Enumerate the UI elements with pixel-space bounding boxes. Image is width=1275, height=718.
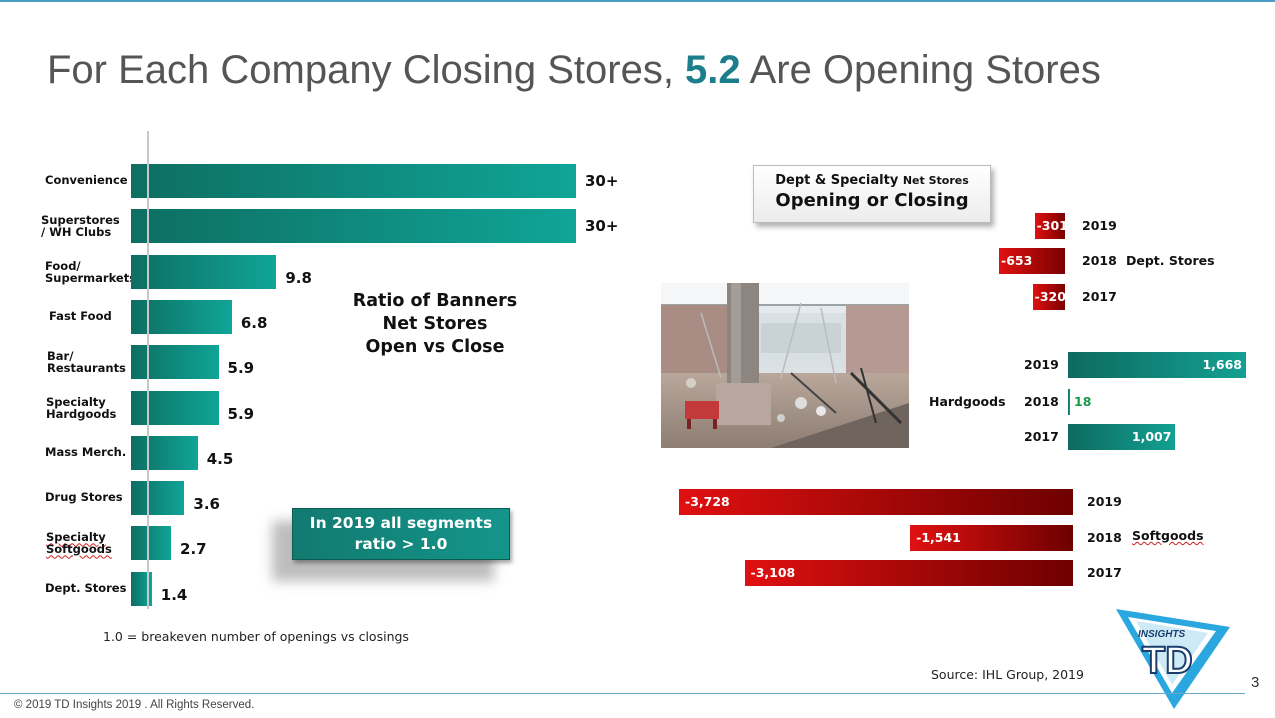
bar-value-label: -301 <box>1036 218 1068 233</box>
box-title-main: Dept & Specialty <box>775 173 903 188</box>
bar <box>131 571 152 606</box>
bar-value-label: 18 <box>1074 394 1092 409</box>
year-label: 2018 <box>1024 394 1059 409</box>
title-suffix: Are Opening Stores <box>740 48 1101 92</box>
footer-rule <box>0 693 1245 694</box>
category-label: Dept. Stores <box>45 580 127 595</box>
year-label: 2017 <box>1087 565 1122 580</box>
bar-value-label: -320 <box>1034 289 1066 304</box>
group-label: Dept. Stores <box>1126 253 1215 268</box>
year-label: 2018 <box>1087 530 1122 545</box>
bar <box>131 209 576 244</box>
category-label: Bar/ Restaurants <box>47 349 126 376</box>
category-label: Specialty Softgoods <box>46 530 112 557</box>
bar <box>131 164 576 198</box>
value-label: 2.7 <box>180 540 207 559</box>
category-label: Convenience <box>45 173 128 187</box>
category-label: Superstores / WH Clubs <box>41 213 120 240</box>
category-label: Drug Stores <box>45 490 123 505</box>
bar <box>910 525 1073 551</box>
breakeven-footnote: 1.0 = breakeven number of openings vs cl… <box>103 629 409 644</box>
logo-td-text: TD <box>1142 640 1193 682</box>
slide-title: For Each Company Closing Stores, 5.2 Are… <box>47 48 1101 93</box>
title-prefix: For Each Company Closing Stores, <box>47 48 686 92</box>
bar-value-label: 1,668 <box>1202 357 1242 372</box>
group-label: Softgoods <box>1132 528 1204 543</box>
bar <box>131 526 172 561</box>
ratio-chart-label: Ratio of Banners Net Stores Open vs Clos… <box>352 291 518 357</box>
value-label: 1.4 <box>160 585 188 604</box>
bar <box>1068 389 1070 415</box>
value-label: 3.6 <box>193 495 220 514</box>
copyright-notice: © 2019 TD Insights 2019 . All Rights Res… <box>14 699 255 711</box>
bar <box>1068 424 1176 450</box>
category-label: Specialty Hardgoods <box>46 394 117 421</box>
zero-axis-line <box>147 131 149 609</box>
bar <box>679 489 1073 515</box>
bar <box>744 560 1073 586</box>
bar <box>999 248 1065 274</box>
year-label: 2019 <box>1024 357 1059 372</box>
year-label: 2019 <box>1082 218 1117 233</box>
bar <box>131 390 219 425</box>
year-label: 2019 <box>1087 494 1122 509</box>
value-label: 5.9 <box>227 404 255 423</box>
td-insights-logo: INSIGHTS TD <box>1112 607 1234 711</box>
value-label: 30+ <box>585 172 619 190</box>
value-label: 30+ <box>585 217 619 236</box>
box-title-small: Net Stores <box>902 174 969 187</box>
bar <box>1068 352 1246 378</box>
year-label: 2017 <box>1082 289 1117 304</box>
dept-specialty-title-box: Dept & Specialty Net Stores Opening or C… <box>753 165 991 223</box>
page-number: 3 <box>1251 674 1260 691</box>
value-label: 4.5 <box>206 449 234 468</box>
bar <box>131 254 277 289</box>
box-title-line2: Opening or Closing <box>775 190 969 211</box>
bar-value-label: -3,108 <box>750 565 796 580</box>
bar <box>131 481 185 516</box>
value-label: 5.9 <box>227 359 255 378</box>
value-label: 6.8 <box>240 313 268 332</box>
bar-value-label: -3,728 <box>685 494 730 509</box>
category-label: Food/ Supermarkets <box>45 258 137 285</box>
bar-value-label: 1,007 <box>1131 429 1172 444</box>
group-label: Hardgoods <box>929 394 1006 409</box>
bar <box>1034 213 1065 239</box>
year-label: 2017 <box>1024 429 1059 444</box>
year-label: 2018 <box>1082 253 1117 268</box>
category-label: Fast Food <box>49 308 112 323</box>
source-note: Source: IHL Group, 2019 <box>931 667 1084 682</box>
bar-value-label: -1,541 <box>916 530 961 545</box>
bar-value-label: -653 <box>1001 253 1033 268</box>
top-rule <box>0 0 1275 2</box>
value-label: 9.8 <box>285 268 312 287</box>
bar <box>1032 284 1065 310</box>
category-label: Mass Merch. <box>45 444 127 459</box>
bar <box>131 345 219 380</box>
abandoned-mall-photo <box>661 283 909 448</box>
callout-box: In 2019 all segments ratio > 1.0 <box>292 508 510 560</box>
bar <box>131 435 198 470</box>
title-highlight: 5.2 <box>685 48 741 92</box>
logo-insights-text: INSIGHTS <box>1138 629 1186 640</box>
